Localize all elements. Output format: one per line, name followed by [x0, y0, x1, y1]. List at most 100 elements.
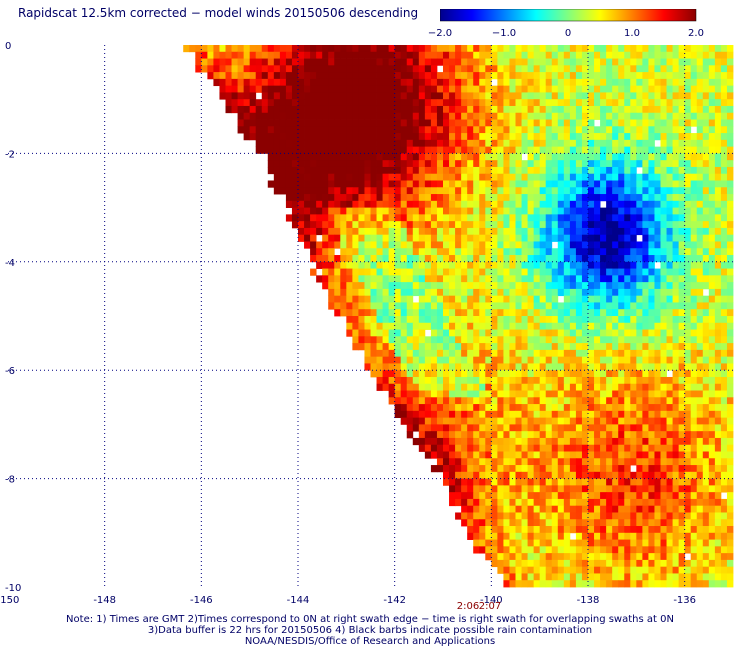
heatmap-cell: [642, 316, 649, 324]
heatmap-cell: [624, 336, 631, 344]
heatmap-cell: [588, 424, 595, 432]
heatmap-cell: [545, 316, 553, 324]
heatmap-cell: [261, 45, 269, 53]
heatmap-cell: [708, 316, 716, 324]
heatmap-cell: [714, 133, 722, 141]
heatmap-cell: [291, 92, 299, 100]
heatmap-cell: [624, 546, 631, 554]
heatmap-cell: [678, 45, 686, 53]
heatmap-cell: [521, 512, 528, 520]
heatmap-cell: [406, 336, 414, 344]
heatmap-cell: [624, 309, 631, 317]
heatmap-cell: [636, 92, 643, 100]
heatmap-cell: [690, 92, 698, 100]
heatmap-cell: [285, 180, 293, 188]
heatmap-cell: [642, 65, 649, 73]
heatmap-cell: [376, 112, 383, 120]
heatmap-cell: [418, 153, 426, 161]
heatmap-cell: [726, 227, 734, 236]
heatmap-cell: [509, 214, 516, 222]
heatmap-cell: [594, 343, 601, 351]
heatmap-cell: [527, 316, 535, 324]
heatmap-cell: [696, 112, 704, 120]
heatmap-cell: [642, 512, 649, 520]
heatmap-cell: [708, 105, 716, 114]
heatmap-cell: [624, 343, 631, 351]
heatmap-cell: [497, 451, 504, 459]
heatmap-cell: [443, 207, 450, 215]
heatmap-cell: [346, 166, 353, 175]
heatmap-cell: [714, 248, 722, 256]
heatmap-cell: [382, 295, 390, 303]
heatmap-cell: [298, 51, 305, 59]
heatmap-cell: [539, 444, 547, 452]
heatmap-cell: [231, 99, 238, 107]
heatmap-cell: [720, 126, 728, 134]
heatmap-cell: [708, 437, 716, 446]
heatmap-cell: [551, 343, 559, 351]
heatmap-cell: [461, 492, 468, 500]
heatmap-cell: [642, 519, 649, 527]
heatmap-cell: [708, 112, 716, 120]
heatmap-cell: [394, 241, 402, 249]
heatmap-cell: [678, 261, 686, 269]
heatmap-cell: [636, 349, 643, 358]
heatmap-cell: [708, 363, 716, 371]
heatmap-cell: [660, 512, 667, 520]
heatmap-cell: [449, 248, 456, 256]
heatmap-cell: [678, 383, 686, 391]
heatmap-cell: [316, 146, 323, 154]
heatmap-cell: [606, 221, 613, 229]
heatmap-cell: [612, 227, 619, 236]
heatmap-cell: [521, 288, 528, 297]
heatmap-cell: [503, 458, 510, 466]
heatmap-cell: [406, 160, 414, 168]
heatmap-cell: [449, 58, 456, 66]
heatmap-cell: [545, 187, 553, 195]
heatmap-cell: [461, 105, 468, 114]
heatmap-cell: [503, 45, 510, 53]
heatmap-cell: [304, 119, 311, 127]
heatmap-cell: [406, 187, 414, 195]
heatmap-cell: [515, 119, 522, 127]
heatmap-cell: [545, 112, 553, 120]
heatmap-cell: [231, 72, 238, 80]
heatmap-cell: [346, 146, 353, 154]
heatmap-cell: [708, 234, 716, 242]
heatmap-cell: [436, 363, 444, 371]
heatmap-cell: [436, 451, 444, 459]
heatmap-cell: [636, 160, 643, 168]
heatmap-cell: [539, 458, 547, 466]
heatmap-cell: [666, 295, 673, 303]
heatmap-cell: [654, 92, 661, 100]
heatmap-cell: [551, 539, 559, 547]
heatmap-cell: [636, 424, 643, 432]
heatmap-cell: [600, 166, 607, 175]
heatmap-cell: [648, 214, 655, 222]
heatmap-cell: [708, 173, 716, 181]
heatmap-cell: [642, 383, 649, 391]
heatmap-cell: [436, 173, 444, 181]
heatmap-cell: [684, 404, 692, 412]
heatmap-cell: [606, 316, 613, 324]
heatmap-cell: [539, 559, 547, 568]
heatmap-cell: [424, 119, 432, 127]
heatmap-cell: [588, 166, 595, 175]
heatmap-cell: [545, 451, 553, 459]
heatmap-cell: [660, 417, 667, 425]
heatmap-cell: [612, 92, 619, 100]
heatmap-cell: [503, 173, 510, 181]
heatmap-cell: [672, 309, 680, 317]
heatmap-cell: [461, 309, 468, 317]
heatmap-cell: [346, 194, 353, 202]
heatmap-cell: [394, 404, 402, 412]
heatmap-cell: [267, 180, 275, 188]
heatmap-cell: [581, 437, 589, 446]
heatmap-cell: [696, 187, 704, 195]
heatmap-cell: [491, 519, 498, 527]
heatmap-cell: [569, 343, 577, 351]
heatmap-cell: [642, 322, 649, 330]
heatmap-cell: [563, 532, 571, 540]
heatmap-cell: [491, 295, 498, 303]
heatmap-cell: [449, 329, 456, 337]
